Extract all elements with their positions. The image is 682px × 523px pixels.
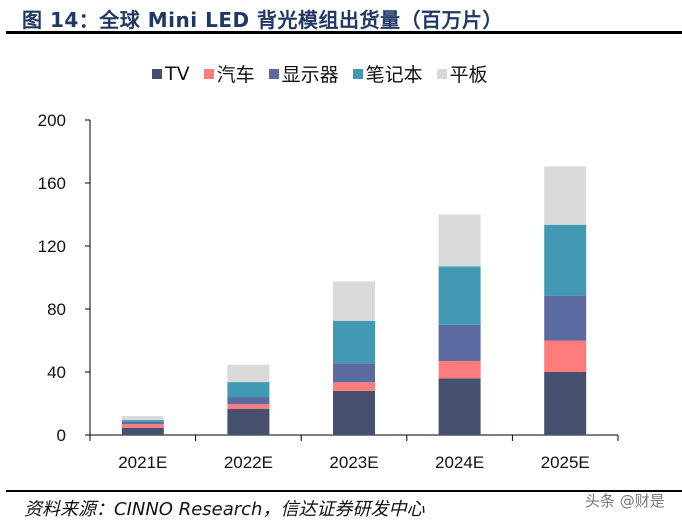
bar-segment-2022E-平板 [227, 364, 270, 383]
legend-item: 平板 [436, 60, 488, 87]
bar-segment-2022E-汽车 [227, 404, 270, 410]
bar-segment-2023E-平板 [333, 281, 375, 321]
legend-label: TV [165, 62, 190, 85]
x-tick-label: 2024E [435, 453, 484, 472]
bar-segment-2024E-笔记本 [438, 266, 481, 325]
bar-segment-2024E-TV [438, 378, 481, 435]
x-tick-label: 2023E [329, 453, 378, 472]
bar-segment-2022E-显示器 [227, 397, 270, 405]
title-rule [6, 31, 682, 34]
bar-segment-2024E-显示器 [438, 324, 481, 361]
y-tick-label: 160 [38, 174, 66, 193]
legend-item: 显示器 [268, 60, 339, 87]
y-tick-label: 120 [38, 237, 66, 256]
legend-swatch [436, 68, 447, 79]
source-rule [6, 490, 682, 492]
bar-segment-2021E-显示器 [121, 421, 164, 424]
bar-segment-2023E-笔记本 [333, 320, 375, 364]
bar-segment-2021E-TV [121, 427, 164, 435]
bar-segment-2025E-笔记本 [544, 224, 587, 296]
legend-item: 笔记本 [352, 60, 423, 87]
bar-segment-2023E-显示器 [333, 363, 375, 383]
x-tick-label: 2025E [541, 453, 590, 472]
bar-segment-2024E-平板 [438, 214, 481, 267]
legend-item: TV [152, 60, 190, 87]
bar-segment-2025E-平板 [544, 166, 587, 225]
watermark: 头条 @财是 [585, 492, 665, 510]
legend-label: 平板 [449, 64, 488, 86]
y-tick-label: 0 [57, 426, 66, 445]
legend: TV 汽车 显示器 笔记本 平板 [152, 60, 488, 87]
bar-segment-2024E-汽车 [438, 360, 481, 379]
bar-segment-2025E-显示器 [544, 295, 587, 341]
bar-segment-2021E-笔记本 [121, 420, 164, 422]
source-note: 资料来源：CINNO Research，信达证券研发中心 [24, 499, 425, 520]
legend-swatch [268, 68, 279, 79]
bar-segment-2023E-汽车 [333, 382, 375, 391]
bar-segment-2023E-TV [333, 390, 375, 435]
bar-segment-2025E-汽车 [544, 340, 587, 372]
x-tick-label: 2022E [224, 453, 273, 472]
legend-label: 显示器 [281, 64, 339, 86]
bar-segment-2021E-平板 [121, 416, 164, 421]
y-tick-label: 80 [47, 300, 66, 319]
y-tick-label: 200 [38, 111, 66, 130]
legend-label: 汽车 [216, 64, 255, 86]
legend-swatch [152, 68, 162, 79]
x-tick-label: 2021E [118, 453, 167, 472]
bar-segment-2025E-TV [544, 372, 587, 435]
legend-item: 汽车 [203, 60, 255, 87]
bar-segment-2021E-汽车 [121, 423, 164, 428]
figure-title: 图 14：全球 Mini LED 背光模组出货量（百万片） [22, 8, 504, 32]
bar-segment-2022E-笔记本 [227, 382, 270, 398]
y-tick-label: 40 [47, 363, 66, 382]
legend-swatch [203, 68, 214, 79]
legend-swatch [352, 68, 363, 79]
bar-segment-2022E-TV [227, 409, 270, 435]
legend-label: 笔记本 [365, 64, 423, 86]
